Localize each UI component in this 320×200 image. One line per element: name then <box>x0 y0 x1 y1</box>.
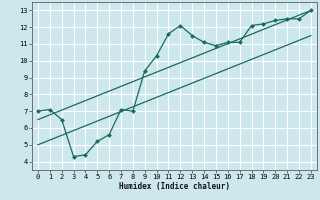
X-axis label: Humidex (Indice chaleur): Humidex (Indice chaleur) <box>119 182 230 191</box>
